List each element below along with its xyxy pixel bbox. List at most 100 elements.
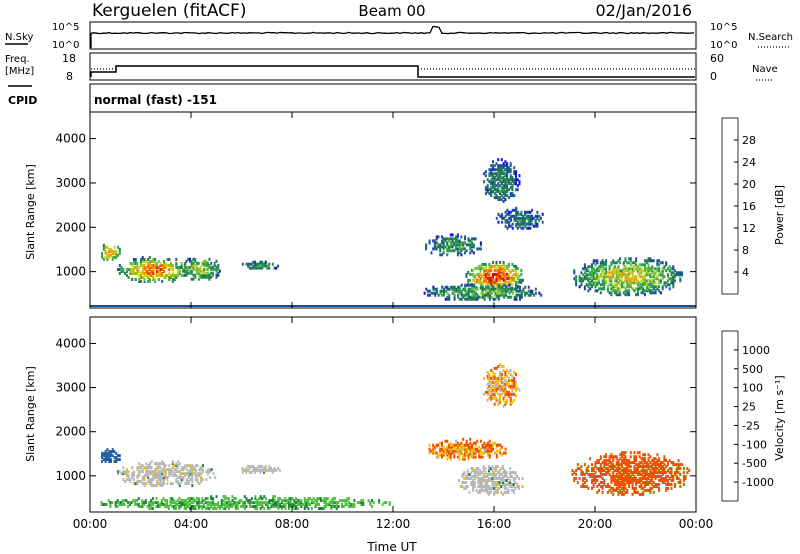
data-cell (645, 281, 648, 285)
data-cell (472, 268, 475, 272)
data-cell (183, 269, 186, 273)
data-cell (583, 277, 586, 281)
data-cell (519, 297, 521, 301)
data-cell (303, 501, 306, 505)
data-cell (194, 259, 197, 263)
data-cell (510, 488, 513, 492)
data-cell (515, 214, 518, 218)
data-cell (512, 477, 515, 480)
data-cell (503, 295, 506, 299)
data-cell (647, 257, 650, 261)
data-cell (663, 479, 666, 482)
data-cell (164, 266, 167, 269)
data-cell (509, 475, 512, 478)
data-cell (624, 279, 627, 283)
data-cell (432, 239, 435, 243)
data-cell (631, 473, 634, 476)
data-cell (502, 398, 505, 402)
data-cell (628, 283, 631, 287)
data-cell (485, 293, 488, 297)
data-cell (458, 291, 461, 295)
data-cell (129, 478, 132, 482)
colorbar-tick-label: 4 (742, 266, 749, 279)
data-cell (187, 482, 190, 486)
data-cell (257, 468, 260, 472)
data-cell (612, 473, 615, 476)
data-cell (502, 172, 505, 176)
data-cell (483, 392, 486, 396)
data-cell (499, 174, 502, 178)
data-cell (628, 459, 631, 463)
data-cell (507, 178, 510, 182)
data-cell (161, 472, 164, 476)
data-cell (507, 477, 510, 480)
data-cell (154, 474, 157, 478)
data-cell (101, 460, 104, 463)
data-cell (659, 471, 662, 475)
data-cell (486, 479, 489, 482)
data-cell (346, 499, 349, 503)
data-cell (215, 265, 218, 269)
data-cell (493, 268, 496, 272)
data-cell (511, 380, 514, 384)
data-cell (196, 265, 198, 269)
data-cell (219, 269, 221, 273)
data-cell (524, 224, 526, 228)
data-cell (519, 295, 521, 299)
data-cell (157, 482, 160, 486)
data-cell (127, 476, 130, 480)
data-cell (615, 287, 618, 291)
data-cell (511, 214, 514, 218)
data-cell (488, 280, 491, 284)
data-cell (486, 483, 489, 486)
data-cell (624, 269, 627, 273)
data-cell (645, 261, 648, 265)
data-cell (121, 499, 124, 503)
data-cell (259, 260, 262, 264)
data-cell (464, 283, 467, 287)
data-cell (629, 259, 632, 263)
data-cell (679, 271, 682, 275)
data-cell (467, 297, 470, 301)
data-cell (583, 275, 586, 279)
data-cell (462, 245, 465, 249)
data-cell (621, 481, 623, 484)
data-cell (514, 477, 517, 480)
data-cell (120, 501, 122, 505)
data-cell (518, 388, 521, 392)
data-cell (663, 283, 666, 287)
data-cell (467, 455, 470, 459)
data-cell (488, 174, 491, 178)
data-cell (483, 447, 486, 451)
data-cell (615, 289, 618, 293)
data-cell (227, 499, 230, 503)
data-cell (481, 291, 484, 295)
data-cell (594, 275, 597, 279)
data-cell (362, 503, 365, 506)
data-cell (610, 283, 613, 287)
data-cell (608, 271, 611, 275)
data-cell (196, 263, 198, 267)
data-cell (596, 273, 599, 277)
data-cell (170, 470, 172, 474)
data-cell (488, 188, 491, 192)
data-cell (635, 469, 638, 473)
data-cell (250, 266, 253, 270)
data-cell (606, 285, 609, 289)
data-cell (667, 483, 669, 486)
data-cell (102, 452, 105, 456)
data-cell (589, 277, 592, 281)
data-cell (649, 273, 652, 277)
data-cell (108, 458, 111, 461)
data-cell (482, 488, 485, 492)
data-cell (493, 490, 496, 494)
data-cell (176, 499, 179, 503)
data-cell (663, 469, 666, 473)
data-cell (633, 488, 636, 492)
data-cell (626, 273, 629, 277)
data-cell (631, 477, 634, 480)
data-cell (138, 270, 141, 273)
data-cell (613, 261, 616, 265)
data-cell (500, 166, 503, 170)
data-cell (613, 477, 616, 480)
